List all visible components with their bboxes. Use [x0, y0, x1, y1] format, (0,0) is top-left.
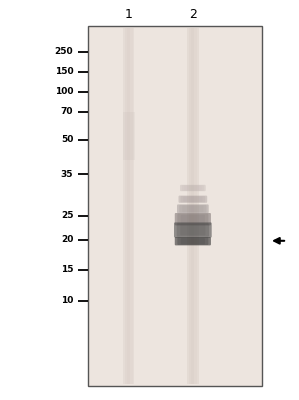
Text: 10: 10	[61, 296, 73, 305]
Bar	[187, 28, 199, 384]
Text: 2: 2	[189, 8, 197, 20]
FancyBboxPatch shape	[179, 205, 206, 213]
FancyBboxPatch shape	[183, 196, 202, 202]
FancyBboxPatch shape	[177, 223, 209, 237]
Bar	[88, 26, 262, 386]
Bar	[189, 28, 194, 384]
FancyBboxPatch shape	[177, 214, 208, 225]
FancyBboxPatch shape	[177, 204, 209, 213]
Text: 20: 20	[61, 236, 73, 244]
FancyBboxPatch shape	[174, 222, 212, 238]
FancyBboxPatch shape	[182, 185, 204, 191]
Text: 150: 150	[55, 68, 73, 76]
FancyBboxPatch shape	[177, 238, 208, 245]
FancyBboxPatch shape	[179, 196, 207, 203]
Text: 50: 50	[61, 136, 73, 144]
Bar	[123, 28, 134, 384]
Text: 15: 15	[61, 266, 73, 274]
FancyBboxPatch shape	[175, 213, 211, 226]
Text: 25: 25	[61, 212, 73, 220]
FancyBboxPatch shape	[180, 225, 205, 235]
FancyBboxPatch shape	[182, 206, 204, 212]
FancyBboxPatch shape	[175, 237, 211, 245]
Text: 70: 70	[61, 108, 73, 116]
Text: 1: 1	[125, 8, 132, 20]
Text: 100: 100	[55, 88, 73, 96]
Text: 35: 35	[61, 170, 73, 178]
Bar	[123, 112, 135, 160]
FancyBboxPatch shape	[184, 186, 202, 190]
Bar	[127, 28, 133, 384]
FancyBboxPatch shape	[181, 238, 205, 244]
Bar	[125, 28, 129, 384]
Bar	[191, 28, 197, 384]
Text: 250: 250	[55, 48, 73, 56]
FancyBboxPatch shape	[181, 196, 205, 202]
FancyBboxPatch shape	[181, 215, 205, 224]
FancyBboxPatch shape	[180, 185, 206, 191]
